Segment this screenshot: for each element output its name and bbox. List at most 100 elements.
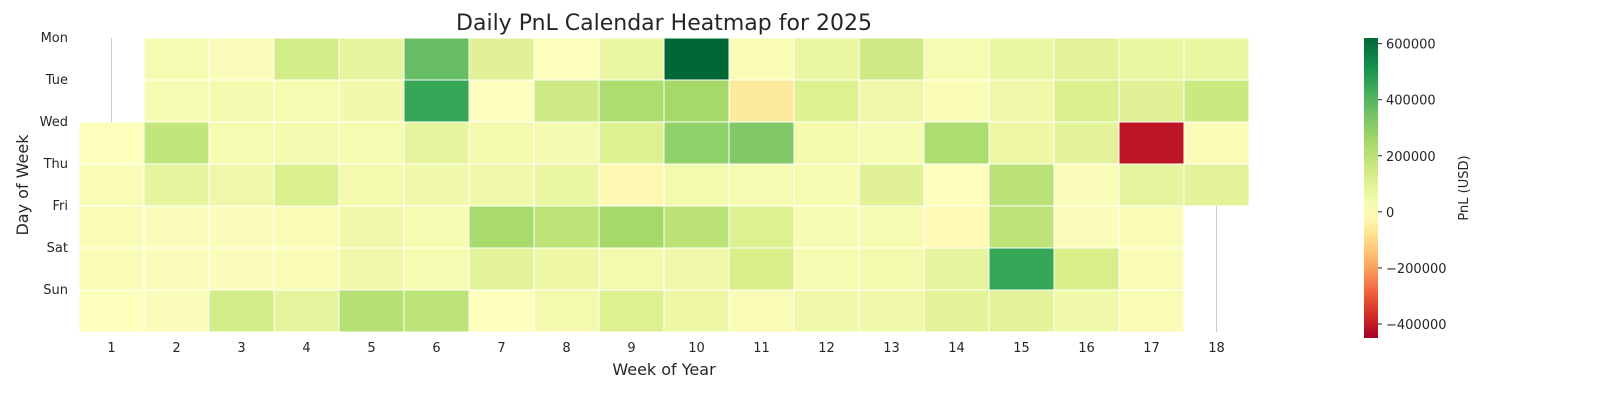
heatmap-cell	[533, 37, 600, 81]
heatmap-cell	[923, 247, 990, 291]
x-tick-label: 8	[562, 341, 570, 356]
heatmap-cell	[1118, 79, 1185, 123]
heatmap-cells	[78, 37, 1250, 333]
colorbar-ticks: −400000 −200000 0 200000 400000 600000	[1378, 38, 1447, 333]
heatmap-cell	[143, 205, 210, 249]
heatmap-cell	[338, 163, 405, 207]
colorbar-tick-label: −400000	[1386, 318, 1447, 333]
heatmap-cell	[533, 121, 600, 165]
heatmap-cell	[403, 205, 470, 249]
heatmap-cell	[923, 289, 990, 333]
heatmap-cell	[1118, 247, 1185, 291]
heatmap-cell	[923, 163, 990, 207]
heatmap-cell	[598, 247, 665, 291]
heatmap-cell	[468, 247, 535, 291]
heatmap-cell	[78, 205, 145, 249]
x-tick-label: 3	[237, 341, 245, 356]
heatmap-cell	[858, 121, 925, 165]
heatmap-cell	[1183, 37, 1250, 81]
heatmap-cell	[1118, 121, 1185, 165]
heatmap-cell	[143, 121, 210, 165]
heatmap-cell	[468, 121, 535, 165]
heatmap-cell	[598, 121, 665, 165]
heatmap-cell	[273, 163, 340, 207]
x-tick-label: 17	[1143, 341, 1160, 356]
heatmap-cell	[1118, 205, 1185, 249]
heatmap-cell	[468, 289, 535, 333]
y-axis-label: Day of Week	[13, 134, 32, 236]
heatmap-cell	[1053, 163, 1120, 207]
x-tick-label: 4	[302, 341, 310, 356]
heatmap-cell	[858, 205, 925, 249]
heatmap-cell	[728, 121, 795, 165]
heatmap-cell	[208, 79, 275, 123]
heatmap-cell	[208, 37, 275, 81]
heatmap-cell	[338, 247, 405, 291]
heatmap-cell	[663, 247, 730, 291]
heatmap-cell	[1053, 289, 1120, 333]
heatmap-cell	[1053, 205, 1120, 249]
colorbar-tick-label: −200000	[1386, 262, 1447, 277]
x-tick-label: 2	[172, 341, 180, 356]
heatmap-cell	[78, 247, 145, 291]
heatmap-cell	[793, 37, 860, 81]
heatmap-cell	[1118, 163, 1185, 207]
heatmap-cell	[988, 37, 1055, 81]
heatmap-cell	[78, 163, 145, 207]
heatmap-cell	[793, 247, 860, 291]
heatmap-cell	[858, 247, 925, 291]
colorbar-label: PnL (USD)	[1457, 155, 1472, 220]
x-tick-label: 10	[688, 341, 705, 356]
heatmap-cell	[858, 79, 925, 123]
y-tick-labels: Mon Tue Wed Thu Fri Sat Sun	[40, 31, 68, 298]
heatmap-cell	[598, 289, 665, 333]
heatmap-cell	[143, 37, 210, 81]
heatmap-cell	[208, 247, 275, 291]
heatmap-cell	[598, 79, 665, 123]
x-tick-label: 15	[1013, 341, 1030, 356]
heatmap-cell	[793, 289, 860, 333]
x-tick-label: 12	[818, 341, 835, 356]
heatmap-cell	[1053, 79, 1120, 123]
heatmap-cell	[533, 205, 600, 249]
heatmap-cell	[728, 37, 795, 81]
heatmap-cell	[338, 289, 405, 333]
x-tick-labels: 1 2 3 4 5 6 7 8 9 10 11 12 13 14 15 16 17 18	[107, 341, 1224, 356]
colorbar	[1364, 38, 1378, 338]
heatmap-cell	[403, 163, 470, 207]
heatmap-cell	[858, 37, 925, 81]
heatmap-cell	[858, 289, 925, 333]
heatmap-cell	[143, 247, 210, 291]
heatmap-cell	[143, 163, 210, 207]
heatmap-cell	[663, 121, 730, 165]
colorbar-tick-label: 400000	[1386, 94, 1436, 109]
heatmap-cell	[793, 205, 860, 249]
heatmap-cell	[1183, 79, 1250, 123]
heatmap-cell	[728, 247, 795, 291]
y-tick-label: Tue	[45, 73, 68, 88]
heatmap-cell	[338, 79, 405, 123]
heatmap-cell	[988, 163, 1055, 207]
heatmap-cell	[923, 37, 990, 81]
heatmap-cell	[923, 205, 990, 249]
x-tick-label: 13	[883, 341, 900, 356]
y-tick-label: Sun	[43, 283, 68, 298]
heatmap-cell	[468, 37, 535, 81]
heatmap-cell	[273, 289, 340, 333]
x-tick-label: 14	[948, 341, 965, 356]
heatmap-cell	[1053, 37, 1120, 81]
x-tick-label: 6	[432, 341, 440, 356]
heatmap-cell	[858, 163, 925, 207]
heatmap-cell	[598, 163, 665, 207]
heatmap-cell	[793, 163, 860, 207]
colorbar-tick-label: 600000	[1386, 38, 1436, 53]
heatmap-cell	[923, 121, 990, 165]
heatmap-cell	[663, 79, 730, 123]
y-tick-label: Sat	[47, 241, 68, 256]
heatmap-cell	[663, 205, 730, 249]
x-tick-label: 1	[107, 341, 115, 356]
heatmap-cell	[208, 121, 275, 165]
x-tick-label: 9	[627, 341, 635, 356]
heatmap-cell	[273, 79, 340, 123]
